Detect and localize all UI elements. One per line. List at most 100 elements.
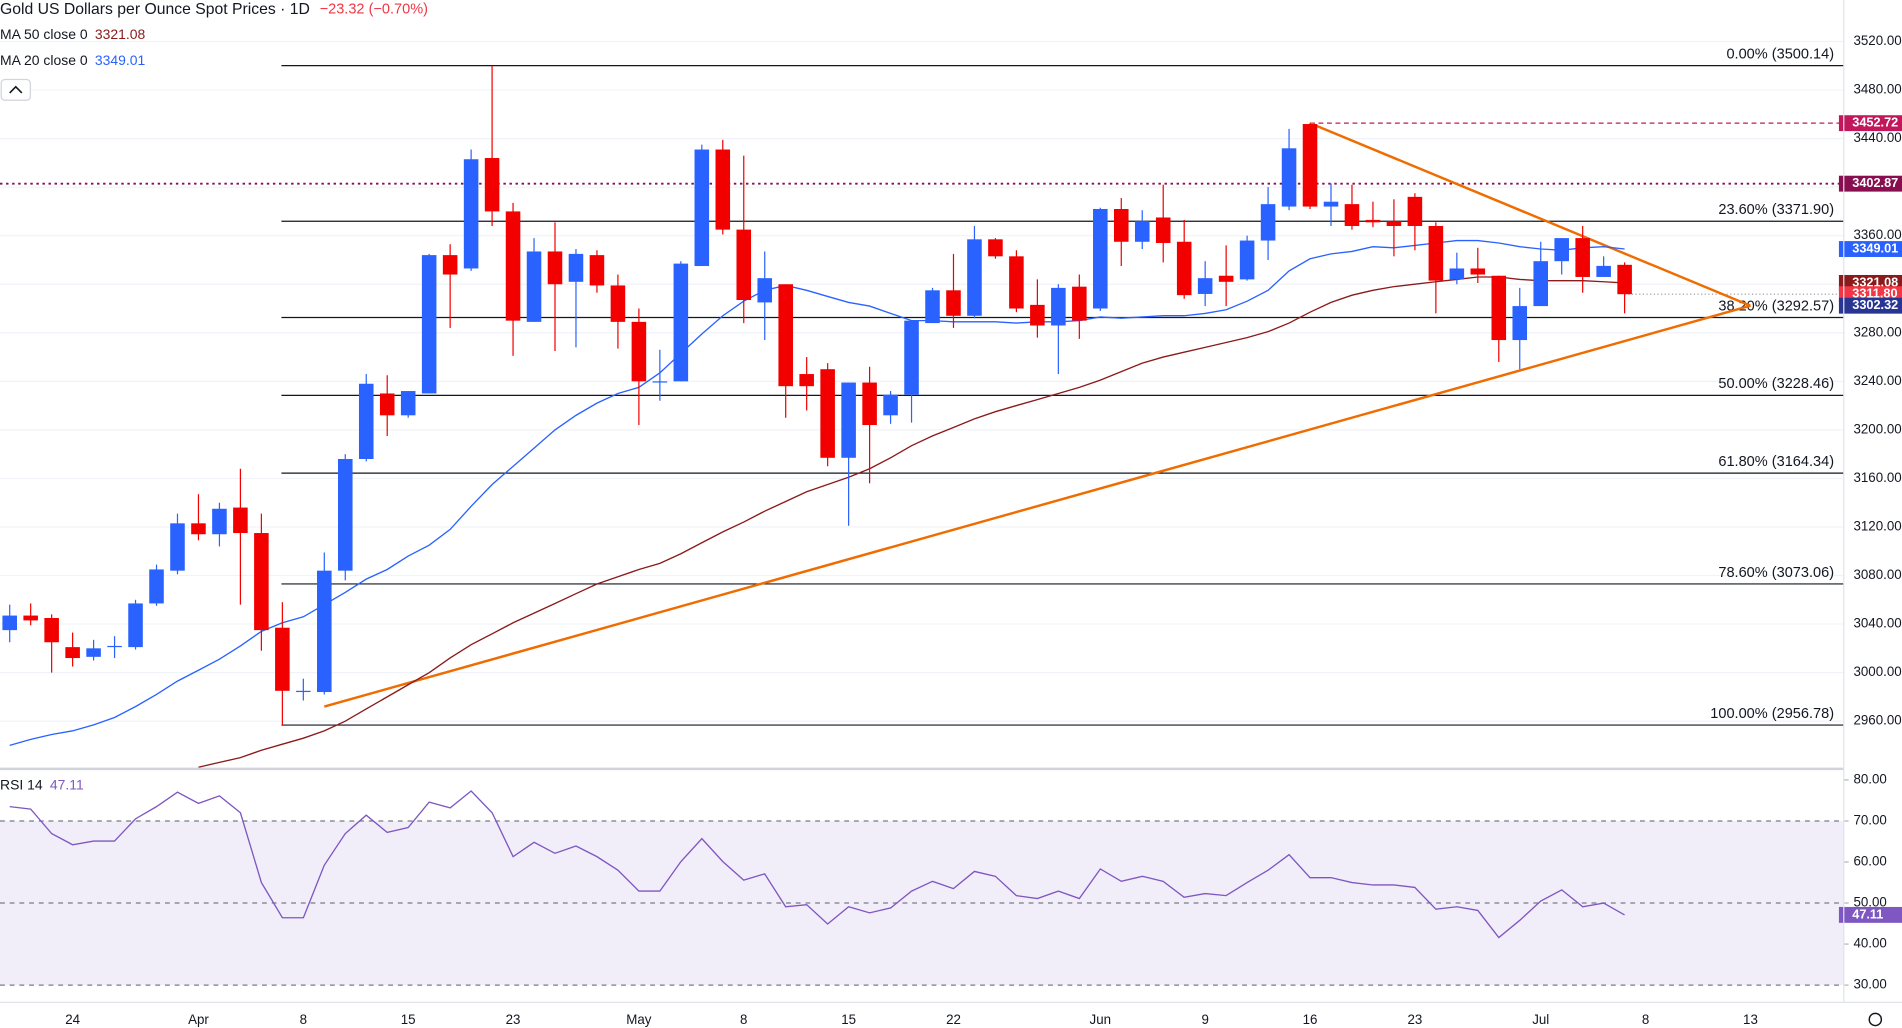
rsi-tick-label: 80.00 <box>1853 771 1886 786</box>
candle-body <box>379 393 395 416</box>
candle-body <box>358 383 374 460</box>
candle-body <box>1344 204 1360 226</box>
candle-body <box>1449 268 1465 280</box>
candle-body <box>1554 238 1569 262</box>
rsi-tick-label: 30.00 <box>1853 977 1886 992</box>
candle-body <box>715 149 731 230</box>
candle-body <box>337 459 353 571</box>
candle-body <box>694 149 710 267</box>
x-tick-label: Jun <box>1090 1012 1111 1027</box>
candle-body <box>1533 261 1549 307</box>
candle-body <box>317 570 332 693</box>
ma-line <box>198 276 1625 768</box>
candle-body <box>1155 217 1171 243</box>
candle-body <box>1260 204 1276 241</box>
rsi-tick-label: 60.00 <box>1853 853 1886 868</box>
candle-body <box>778 284 793 387</box>
candle-body <box>1134 221 1150 242</box>
fib-label: 38.20% (3292.57) <box>1718 298 1834 314</box>
candle-body <box>946 290 961 316</box>
candle-body <box>1093 208 1108 309</box>
fib-label: 78.60% (3073.06) <box>1718 565 1834 581</box>
candle-body <box>925 290 940 324</box>
rsi-legend-value: 47.11 <box>50 777 84 793</box>
ma-line <box>9 239 1625 747</box>
price-marker <box>1838 241 1902 257</box>
price-marker-label: 3302.32 <box>1852 297 1898 312</box>
x-tick-label: 8 <box>1642 1012 1649 1027</box>
candle-body <box>1218 275 1234 282</box>
y-tick-label: 3120.00 <box>1853 518 1901 533</box>
price-marker <box>1838 175 1902 192</box>
rsi-line <box>9 790 1625 939</box>
y-tick-label: 3040.00 <box>1853 616 1901 631</box>
candle-body <box>107 645 122 648</box>
candle-body <box>988 239 1003 257</box>
candle-body <box>128 603 143 648</box>
price-marker <box>1838 115 1902 132</box>
x-tick-label: 16 <box>1303 1012 1318 1027</box>
rsi-tick-label: 70.00 <box>1853 812 1886 827</box>
price-marker <box>1838 297 1902 314</box>
candle-body <box>1302 124 1318 207</box>
y-tick-label: 3080.00 <box>1853 567 1901 582</box>
candle-body <box>212 508 227 535</box>
legend-name: MA 50 close 0 <box>0 26 88 42</box>
candle-body <box>1428 225 1444 281</box>
legend-value: 3321.08 <box>95 26 146 42</box>
candle-body <box>296 690 311 693</box>
candle-body <box>610 285 626 322</box>
candle-body <box>170 523 185 571</box>
candle-body <box>1009 256 1024 309</box>
candle-body <box>1470 268 1486 275</box>
price-change: −23.32 (−0.70%) <box>320 2 428 18</box>
legend-value: 3349.01 <box>95 52 146 68</box>
candle-body <box>1512 306 1528 341</box>
price-marker-label: 3349.01 <box>1852 240 1898 255</box>
fib-label: 50.00% (3228.46) <box>1718 376 1834 392</box>
candle-body <box>1113 208 1129 242</box>
y-tick-label: 3280.00 <box>1853 324 1901 339</box>
candle-body <box>547 251 563 285</box>
candle-body <box>1281 148 1297 207</box>
rsi-tick-label: 50.00 <box>1853 895 1886 910</box>
y-tick-label: 3160.00 <box>1853 470 1901 485</box>
x-tick-label: 8 <box>300 1012 307 1027</box>
settings-icon[interactable] <box>1868 1012 1883 1027</box>
candle-body <box>1176 241 1192 296</box>
candle-body <box>589 255 605 286</box>
x-tick-label: 13 <box>1743 1012 1758 1027</box>
candle-body <box>1239 240 1255 280</box>
candle-body <box>65 647 80 659</box>
x-tick-label: 15 <box>401 1012 416 1027</box>
y-tick-label: 3240.00 <box>1853 373 1901 388</box>
candle-body <box>1323 201 1339 207</box>
x-tick-label: 22 <box>946 1012 961 1027</box>
candle-body <box>1072 286 1087 321</box>
fib-label: 100.00% (2956.78) <box>1710 706 1834 722</box>
legend-name: MA 20 close 0 <box>0 52 88 68</box>
x-tick-label: 9 <box>1201 1012 1208 1027</box>
rsi-marker-label: 47.11 <box>1852 906 1883 921</box>
trendline <box>323 304 1751 708</box>
y-tick-label: 3360.00 <box>1853 227 1901 242</box>
candle-body <box>505 211 521 321</box>
y-tick-label: 3520.00 <box>1853 33 1901 48</box>
candle-body <box>86 648 101 657</box>
x-tick-label: 15 <box>841 1012 856 1027</box>
candle-body <box>275 627 290 691</box>
collapse-button[interactable] <box>0 78 31 101</box>
chart-title: Gold US Dollars per Ounce Spot Prices · … <box>0 1 310 18</box>
candle-body <box>463 159 479 269</box>
candle-body <box>967 239 982 316</box>
candle-body <box>883 394 898 416</box>
candle-body <box>673 263 689 382</box>
price-marker-label: 3452.72 <box>1852 115 1898 130</box>
rsi-legend-name: RSI 14 <box>0 777 43 793</box>
candle-body <box>149 569 164 604</box>
candle-body <box>736 229 752 301</box>
x-tick-label: Jul <box>1532 1012 1549 1027</box>
candle-body <box>1407 196 1423 226</box>
x-tick-label: May <box>626 1012 651 1027</box>
candle-body <box>1365 219 1381 223</box>
